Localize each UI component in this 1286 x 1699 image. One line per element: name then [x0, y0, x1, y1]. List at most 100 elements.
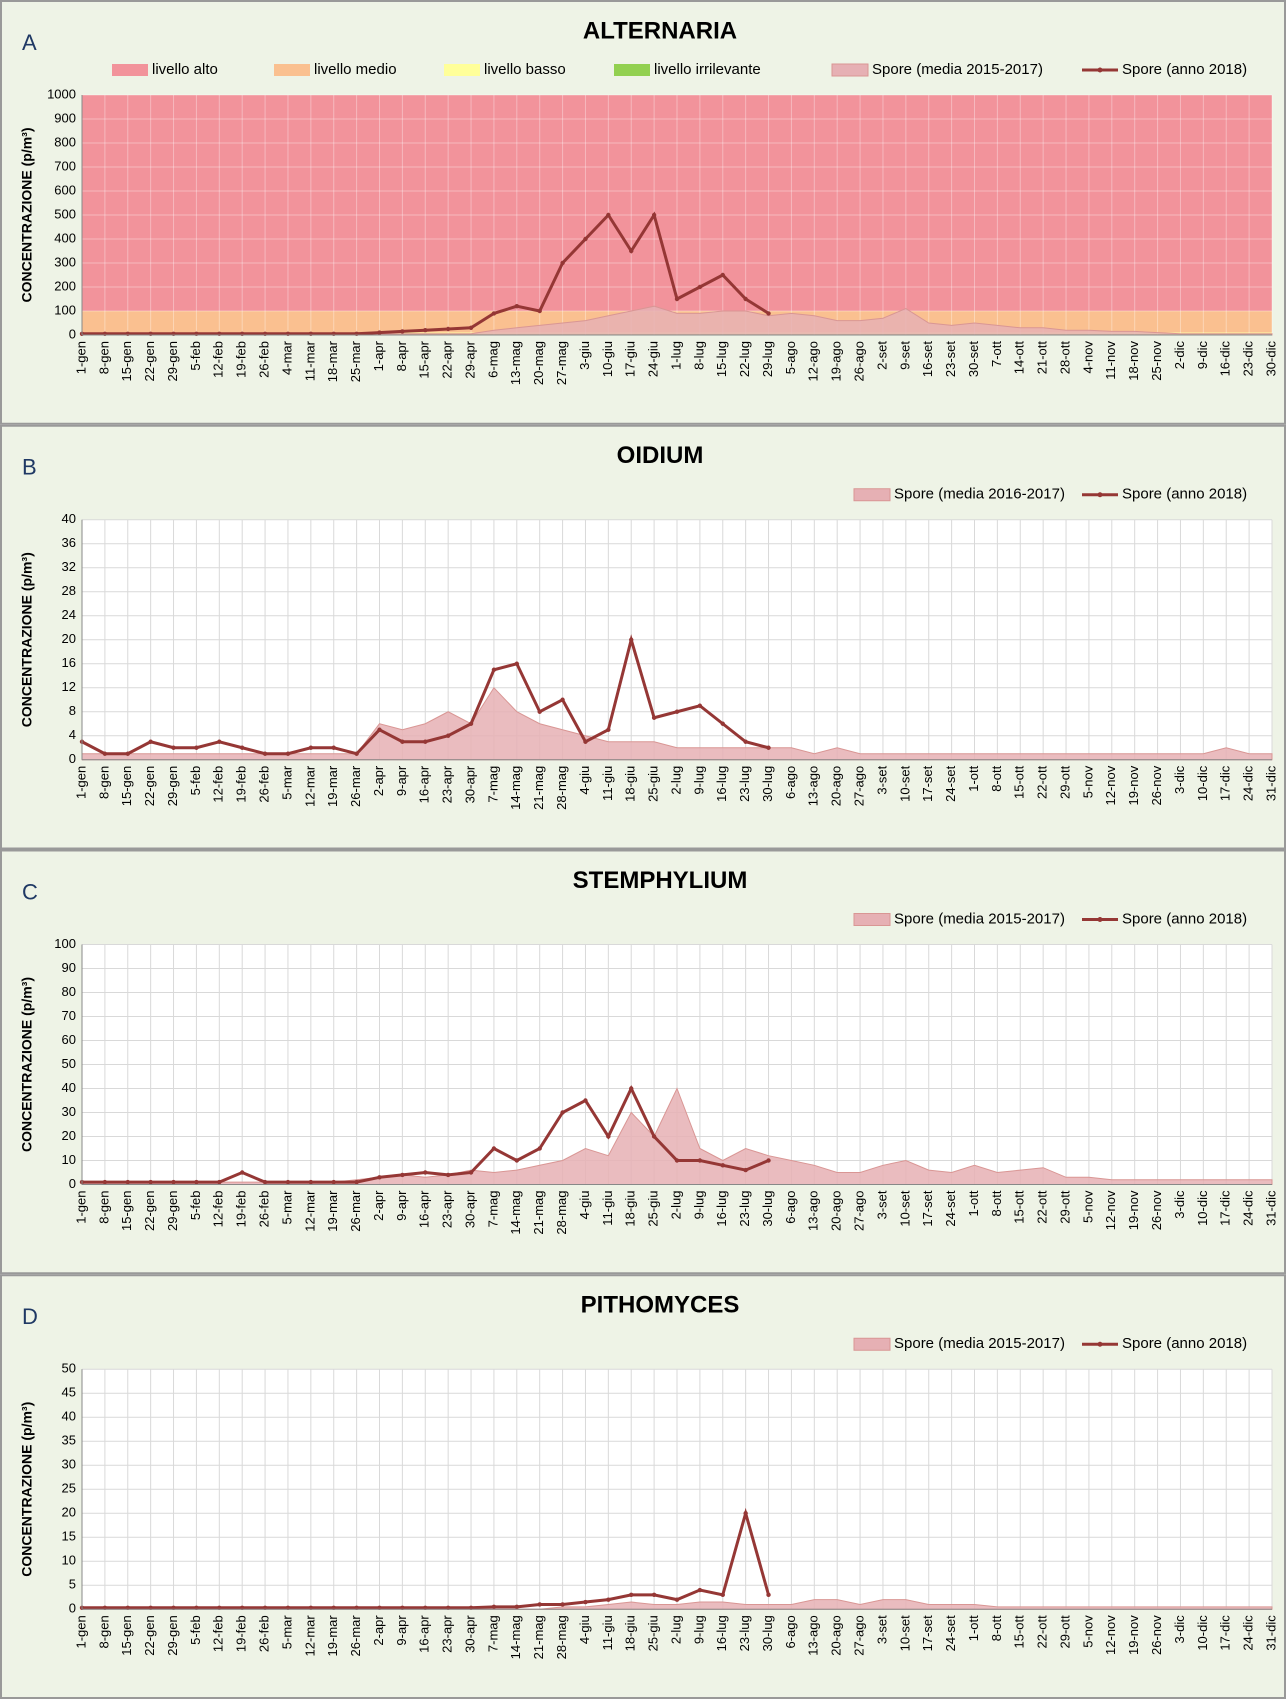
x-tick-label: 26-feb	[257, 1615, 272, 1652]
x-tick-label: 22-lug	[737, 341, 752, 377]
x-tick-label: 15-gen	[119, 766, 134, 806]
x-tick-label: 26-mar	[348, 1190, 363, 1232]
x-tick-label: 23-apr	[440, 765, 455, 803]
y-tick-label: 45	[62, 1385, 76, 1400]
x-tick-label: 4-giu	[577, 1191, 592, 1220]
x-tick-label: 29-gen	[165, 766, 180, 806]
year-point	[697, 1587, 703, 1593]
x-tick-label: 17-dic	[1218, 1615, 1233, 1651]
x-tick-label: 24-dic	[1241, 1615, 1256, 1651]
year-point	[308, 1179, 314, 1185]
x-tick-label: 17-dic	[1218, 1190, 1233, 1226]
year-point	[171, 745, 176, 750]
x-tick-label: 29-ott	[1057, 1615, 1072, 1649]
year-point	[262, 1179, 268, 1185]
x-tick-label: 20-mag	[531, 341, 546, 385]
x-tick-label: 12-feb	[211, 766, 226, 803]
x-tick-label: 6-ago	[783, 1191, 798, 1224]
x-tick-label: 11-mar	[302, 340, 317, 381]
x-tick-label: 5-feb	[188, 766, 203, 796]
legend-swatch	[853, 1337, 891, 1351]
x-tick-label: 29-gen	[165, 341, 180, 381]
x-tick-label: 16-set	[920, 341, 935, 378]
x-tick-label: 1-gen	[73, 341, 88, 374]
x-tick-label: 12-feb	[211, 1191, 226, 1228]
year-point	[766, 1158, 771, 1163]
year-point	[125, 751, 130, 756]
x-tick-label: 12-mar	[302, 765, 317, 807]
legend-swatch-point	[1097, 492, 1103, 498]
legend-swatch-point	[1097, 917, 1103, 922]
x-tick-label: 10-set	[897, 1615, 912, 1652]
x-tick-label: 9-dic	[1195, 341, 1210, 370]
x-tick-label: 22-apr	[440, 340, 455, 378]
x-tick-label: 19-feb	[234, 1615, 249, 1652]
x-tick-label: 27-ago	[852, 1191, 867, 1231]
x-tick-label: 17-set	[920, 765, 935, 802]
x-tick-label: 10-dic	[1195, 1190, 1210, 1226]
x-tick-label: 16-apr	[417, 765, 432, 803]
year-point	[354, 1179, 359, 1185]
year-point	[743, 1511, 748, 1516]
legend-swatch-point	[1097, 67, 1103, 73]
year-point	[102, 1179, 108, 1185]
x-tick-label: 8-gen	[96, 766, 111, 799]
legend-swatch	[831, 63, 869, 77]
x-tick-label: 26-mar	[348, 1615, 363, 1657]
x-tick-label: 2-set	[874, 341, 889, 370]
x-tick-label: 1-ott	[966, 1615, 981, 1641]
x-tick-label: 29-ott	[1057, 1190, 1072, 1224]
x-tick-label: 23-lug	[737, 1615, 752, 1651]
year-point	[583, 1599, 588, 1605]
y-tick-label: 100	[54, 302, 76, 317]
x-tick-label: 3-set	[874, 765, 889, 794]
x-tick-label: 4-mar	[279, 340, 294, 375]
year-point	[674, 709, 680, 714]
year-point	[651, 212, 657, 218]
y-tick-label: 600	[54, 182, 76, 197]
x-tick-label: 19-mar	[325, 1615, 340, 1657]
x-tick-label: 15-gen	[119, 1615, 134, 1655]
x-tick-label: 25-nov	[1149, 341, 1164, 381]
y-tick-label: 40	[62, 1080, 76, 1095]
x-tick-label: 3-dic	[1172, 765, 1187, 794]
x-tick-label: 1-gen	[73, 1191, 88, 1224]
y-tick-label: 400	[54, 230, 76, 245]
year-point	[217, 1179, 222, 1185]
y-tick-label: 90	[62, 960, 76, 975]
year-point	[491, 311, 497, 316]
x-tick-label: 20-ago	[829, 1615, 844, 1655]
x-tick-label: 11-giu	[600, 766, 615, 801]
year-point	[491, 1146, 497, 1151]
x-tick-label: 15-ott	[1012, 1190, 1027, 1224]
x-tick-label: 23-set	[943, 341, 958, 378]
x-tick-label: 26-nov	[1149, 1615, 1164, 1655]
x-tick-label: 4-giu	[577, 766, 592, 795]
y-tick-label: 100	[54, 936, 76, 951]
x-tick-label: 8-gen	[96, 1191, 111, 1224]
x-tick-label: 13-ago	[806, 766, 821, 806]
x-tick-label: 16-lug	[714, 1191, 729, 1227]
x-tick-label: 22-gen	[142, 766, 157, 806]
year-point	[697, 1158, 703, 1163]
x-tick-label: 17-set	[920, 1190, 935, 1227]
y-tick-label: 35	[62, 1433, 76, 1448]
year-point	[445, 326, 451, 332]
x-tick-label: 11-nov	[1103, 341, 1118, 380]
x-tick-label: 6-ago	[783, 1615, 798, 1648]
x-tick-label: 15-apr	[417, 340, 432, 378]
year-point	[125, 1179, 130, 1185]
legend-label: livello basso	[484, 61, 566, 78]
x-tick-label: 14-mag	[508, 1191, 523, 1235]
legend-swatch-point	[1097, 1341, 1103, 1347]
x-tick-label: 2-apr	[371, 1190, 386, 1221]
year-point	[514, 1158, 520, 1163]
x-tick-label: 8-ott	[989, 765, 1004, 791]
x-tick-label: 5-nov	[1080, 1615, 1095, 1648]
year-point	[583, 236, 588, 242]
x-tick-label: 8-lug	[691, 341, 706, 370]
x-tick-label: 1-ott	[966, 765, 981, 791]
x-tick-label: 26-feb	[257, 1191, 272, 1228]
x-tick-label: 17-set	[920, 1615, 935, 1652]
x-tick-label: 8-gen	[96, 1615, 111, 1648]
